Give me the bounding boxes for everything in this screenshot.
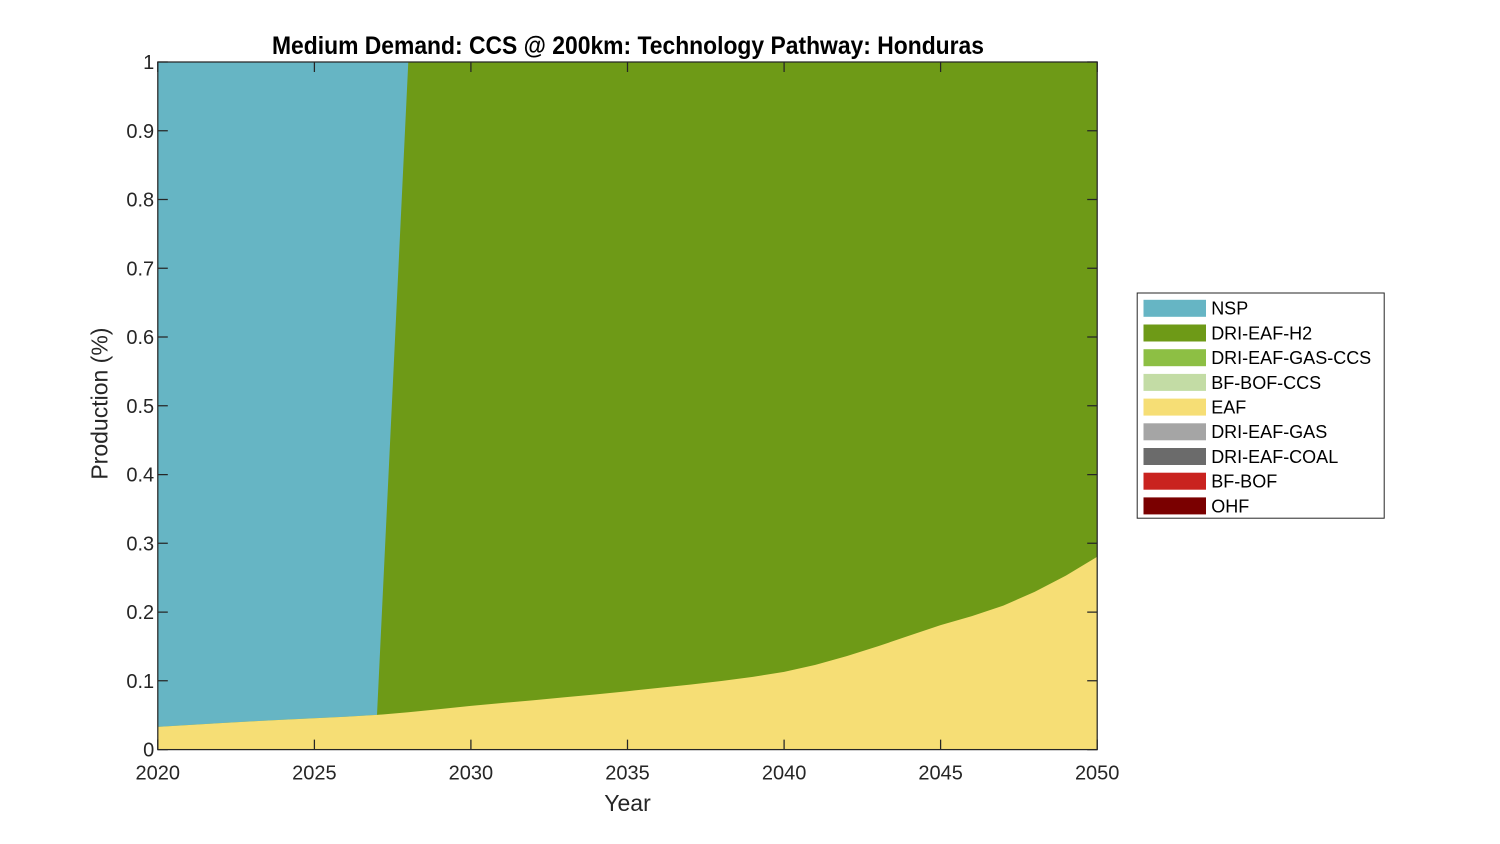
svg-text:2025: 2025 <box>292 763 337 785</box>
svg-text:2045: 2045 <box>918 763 963 785</box>
svg-text:0.3: 0.3 <box>126 533 154 555</box>
svg-text:0.8: 0.8 <box>126 190 154 212</box>
svg-text:BF-BOF-CCS: BF-BOF-CCS <box>1211 373 1321 393</box>
svg-text:0.6: 0.6 <box>126 327 154 349</box>
svg-text:2020: 2020 <box>136 763 181 785</box>
svg-text:2030: 2030 <box>449 763 494 785</box>
svg-text:DRI-EAF-GAS-CCS: DRI-EAF-GAS-CCS <box>1211 348 1371 368</box>
svg-text:2035: 2035 <box>605 763 650 785</box>
svg-text:0.2: 0.2 <box>126 602 154 624</box>
svg-text:2050: 2050 <box>1075 763 1120 785</box>
svg-text:BF-BOF: BF-BOF <box>1211 472 1277 492</box>
svg-text:DRI-EAF-COAL: DRI-EAF-COAL <box>1211 447 1338 467</box>
svg-text:OHF: OHF <box>1211 496 1249 516</box>
svg-text:DRI-EAF-H2: DRI-EAF-H2 <box>1211 323 1312 343</box>
svg-text:Year: Year <box>604 790 651 816</box>
svg-text:Medium Demand: CCS @ 200km: Te: Medium Demand: CCS @ 200km: Technology P… <box>272 32 984 60</box>
svg-text:0.5: 0.5 <box>126 396 154 418</box>
svg-text:0.9: 0.9 <box>126 121 154 143</box>
svg-text:1: 1 <box>143 52 154 74</box>
svg-text:0.1: 0.1 <box>126 671 154 693</box>
svg-text:0.4: 0.4 <box>126 465 154 487</box>
svg-text:DRI-EAF-GAS: DRI-EAF-GAS <box>1211 422 1327 442</box>
svg-text:Production (%): Production (%) <box>87 328 113 480</box>
svg-text:2040: 2040 <box>762 763 807 785</box>
svg-text:EAF: EAF <box>1211 398 1246 418</box>
svg-text:0: 0 <box>143 740 154 762</box>
svg-text:NSP: NSP <box>1211 299 1248 319</box>
svg-text:0.7: 0.7 <box>126 258 154 280</box>
